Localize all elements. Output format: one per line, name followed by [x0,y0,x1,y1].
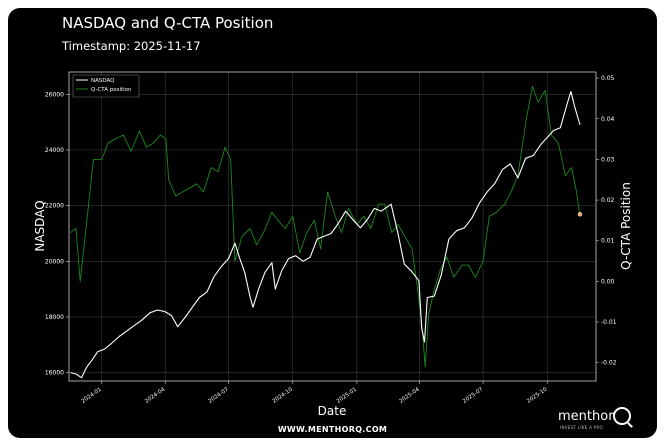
y2-tick-label: 0.04 [601,116,615,123]
y-tick-label: 18000 [45,314,64,321]
y-tick-label: 22000 [45,203,64,210]
y2-tick-label: -0.02 [601,360,617,367]
plot-frame [68,71,597,382]
chart-title: NASDAQ and Q-CTA Position [62,14,274,32]
x-tick-label: 2025-04 [399,386,422,404]
x-axis-label: Date [318,404,347,418]
grid-layer [69,72,596,381]
y-tick-label: 24000 [45,147,64,154]
legend: NASDAQ Q-CTA position [72,74,140,98]
nasdaq-series-line [70,90,581,379]
x-tick-label: 2024-10 [272,386,295,404]
x-tick-label: 2025-10 [526,386,549,404]
y2-tick-label: 0.00 [601,278,615,285]
legend-label-cta: Q-CTA position [91,87,132,93]
ticks-layer: 2024-01 2024-04 2024-07 2024-10 2025-01 2025-… [45,75,617,405]
y2-tick-label: -0.01 [601,319,617,326]
cta-last-point-marker [577,212,583,217]
footer-url[interactable]: WWW.MENTHORQ.COM [277,425,388,434]
y2-tick-label: 0.02 [601,197,615,204]
legend-box [72,74,140,98]
chart-svg: 2024-01 2024-04 2024-07 2024-10 2025-01 2025-… [33,71,633,418]
y2-tick-label: 0.03 [601,156,615,163]
y-axis-label: NASDAQ [33,200,47,251]
chart-card: NASDAQ and Q-CTA Position Timestamp: 202… [8,8,657,438]
brand-logo-text: menthor [558,409,614,424]
timestamp-label: Timestamp: 2025-11-17 [62,39,201,53]
x-tick-label: 2025-07 [462,386,485,404]
x-tick-label: 2025-01 [336,387,358,405]
x-tick-label: 2024-01 [81,387,103,405]
y-tick-label: 26000 [45,91,64,98]
series-layer [70,85,583,379]
y-tick-label: 16000 [45,370,64,377]
y-tick-label: 20000 [45,258,64,265]
x-tick-label: 2024-07 [208,386,231,404]
brand-q-icon [613,407,631,425]
y2-tick-label: 0.01 [601,238,615,245]
legend-label-nasdaq: NASDAQ [91,78,115,84]
y2-axis-label: Q-CTA Position [619,182,633,270]
cta-series-line [70,85,581,368]
y2-tick-label: 0.05 [601,75,615,82]
x-tick-label: 2024-04 [144,386,167,404]
brand-tagline: INVEST LIKE A PRO [560,425,603,430]
